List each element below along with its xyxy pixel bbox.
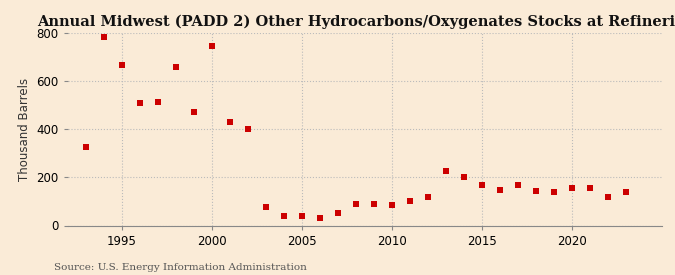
Text: Source: U.S. Energy Information Administration: Source: U.S. Energy Information Administ… — [54, 263, 307, 272]
Point — [476, 182, 487, 187]
Point — [386, 203, 397, 207]
Point — [494, 188, 505, 192]
Point — [548, 190, 559, 194]
Point — [80, 145, 91, 150]
Point — [440, 168, 451, 173]
Point — [584, 186, 595, 190]
Point — [404, 199, 415, 204]
Point — [350, 202, 361, 206]
Point — [530, 188, 541, 193]
Point — [566, 186, 577, 190]
Point — [134, 101, 145, 105]
Point — [98, 35, 109, 40]
Point — [422, 194, 433, 199]
Point — [458, 175, 469, 179]
Point — [224, 120, 235, 124]
Point — [332, 211, 343, 216]
Point — [188, 110, 199, 115]
Point — [170, 65, 181, 69]
Point — [620, 190, 631, 194]
Point — [278, 214, 289, 219]
Point — [260, 205, 271, 210]
Point — [152, 99, 163, 104]
Point — [512, 182, 523, 187]
Point — [116, 62, 127, 67]
Point — [314, 215, 325, 220]
Point — [368, 202, 379, 206]
Title: Annual Midwest (PADD 2) Other Hydrocarbons/Oxygenates Stocks at Refineries: Annual Midwest (PADD 2) Other Hydrocarbo… — [36, 15, 675, 29]
Y-axis label: Thousand Barrels: Thousand Barrels — [18, 78, 30, 181]
Point — [242, 127, 253, 131]
Point — [296, 214, 307, 219]
Point — [602, 195, 613, 199]
Point — [206, 43, 217, 48]
